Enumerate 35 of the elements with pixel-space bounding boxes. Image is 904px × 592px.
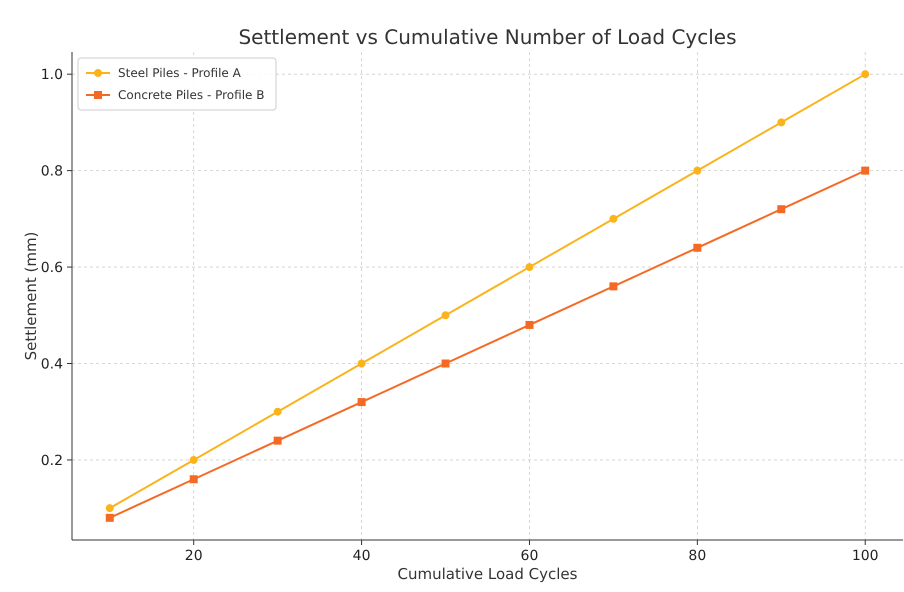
point	[442, 311, 450, 320]
point	[358, 398, 366, 406]
point	[861, 70, 870, 78]
x-axis-title: Cumulative Load Cycles	[398, 565, 578, 583]
point	[693, 166, 702, 175]
x-tick-label: 100	[852, 548, 879, 564]
point	[777, 205, 786, 214]
point	[525, 263, 534, 272]
point	[274, 408, 282, 416]
point	[861, 166, 870, 175]
x-tick-label: 80	[688, 548, 706, 564]
point	[777, 118, 786, 126]
y-tick-label: 0.2	[40, 452, 63, 469]
y-axis-title: Settlement (mm)	[22, 232, 40, 360]
y-tick-label: 0.4	[40, 356, 64, 373]
x-tick-label: 20	[184, 548, 203, 564]
point	[609, 214, 618, 223]
point	[525, 320, 534, 329]
legend-label: Steel Piles - Profile A	[118, 66, 242, 80]
point	[190, 456, 198, 464]
point	[693, 244, 702, 252]
point	[358, 360, 366, 368]
point	[106, 514, 114, 522]
y-tick-label: 1.0	[40, 67, 63, 84]
y-tick-label: 0.6	[40, 260, 64, 276]
x-tick-label: 60	[520, 548, 538, 564]
y-tick-label: 0.8	[40, 164, 63, 180]
chart-title: Settlement vs Cumulative Number of Load Cycles	[238, 25, 737, 49]
point	[609, 282, 618, 290]
point	[190, 475, 198, 484]
x-tick-label: 40	[352, 548, 371, 564]
point	[274, 436, 282, 445]
point	[442, 360, 450, 368]
point	[106, 504, 114, 512]
legend-label: Concrete Piles - Profile B	[118, 88, 264, 102]
